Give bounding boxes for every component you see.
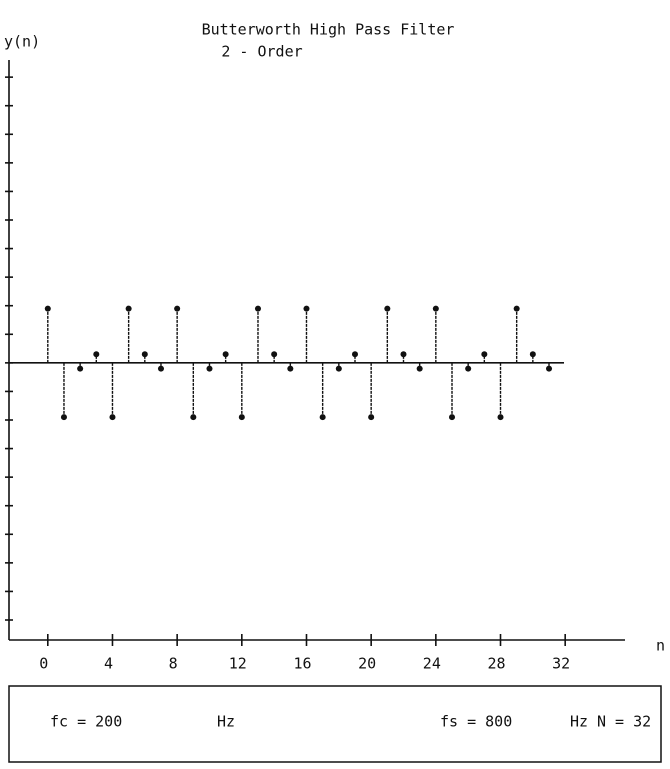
stem-marker (320, 414, 326, 420)
x-tick-label: 16 (293, 655, 311, 673)
stem-marker (400, 351, 406, 357)
x-tick-label: 0 (39, 655, 48, 673)
parameter: N = 32 (597, 713, 651, 731)
stem-marker (77, 366, 83, 372)
stem-marker (530, 351, 536, 357)
chart-subtitle: 2 - Order (221, 43, 302, 61)
stem-marker (336, 366, 342, 372)
stem-marker (255, 306, 261, 312)
stem-marker (287, 366, 293, 372)
stem-marker (368, 414, 374, 420)
chart: Butterworth High Pass Filter 2 - Order y… (0, 0, 670, 769)
x-tick-label: 8 (169, 655, 178, 673)
stem-marker (498, 414, 504, 420)
stem-marker (239, 414, 245, 420)
parameter: fc = 200 (50, 713, 122, 731)
x-axis-label: n (656, 637, 665, 655)
x-tick-label: 20 (358, 655, 376, 673)
x-tick-label: 32 (552, 655, 570, 673)
stem-marker (465, 366, 471, 372)
x-tick-label: 12 (229, 655, 247, 673)
y-axis-label: y(n) (4, 33, 40, 51)
stem-marker (449, 414, 455, 420)
stem-marker (126, 306, 132, 312)
x-tick-label: 28 (487, 655, 505, 673)
stem-marker (433, 306, 439, 312)
stem-marker (158, 366, 164, 372)
stem-marker (417, 366, 423, 372)
stem-marker (223, 351, 229, 357)
stem-marker (190, 414, 196, 420)
x-tick-label: 4 (104, 655, 113, 673)
parameter: fs = 800 (440, 713, 512, 731)
stem-marker (546, 366, 552, 372)
parameter: Hz (217, 713, 235, 731)
stem-marker (174, 306, 180, 312)
chart-title: Butterworth High Pass Filter (202, 21, 455, 39)
stem-marker (384, 306, 390, 312)
parameter: Hz (570, 713, 588, 731)
stem-marker (142, 351, 148, 357)
stem-marker (93, 351, 99, 357)
stem-marker (109, 414, 115, 420)
stem-marker (206, 366, 212, 372)
stem-marker (514, 306, 520, 312)
stem-marker (481, 351, 487, 357)
stem-marker (303, 306, 309, 312)
stem-marker (352, 351, 358, 357)
stem-marker (61, 414, 67, 420)
stem-marker (271, 351, 277, 357)
x-tick-label: 24 (423, 655, 441, 673)
stem-marker (45, 306, 51, 312)
